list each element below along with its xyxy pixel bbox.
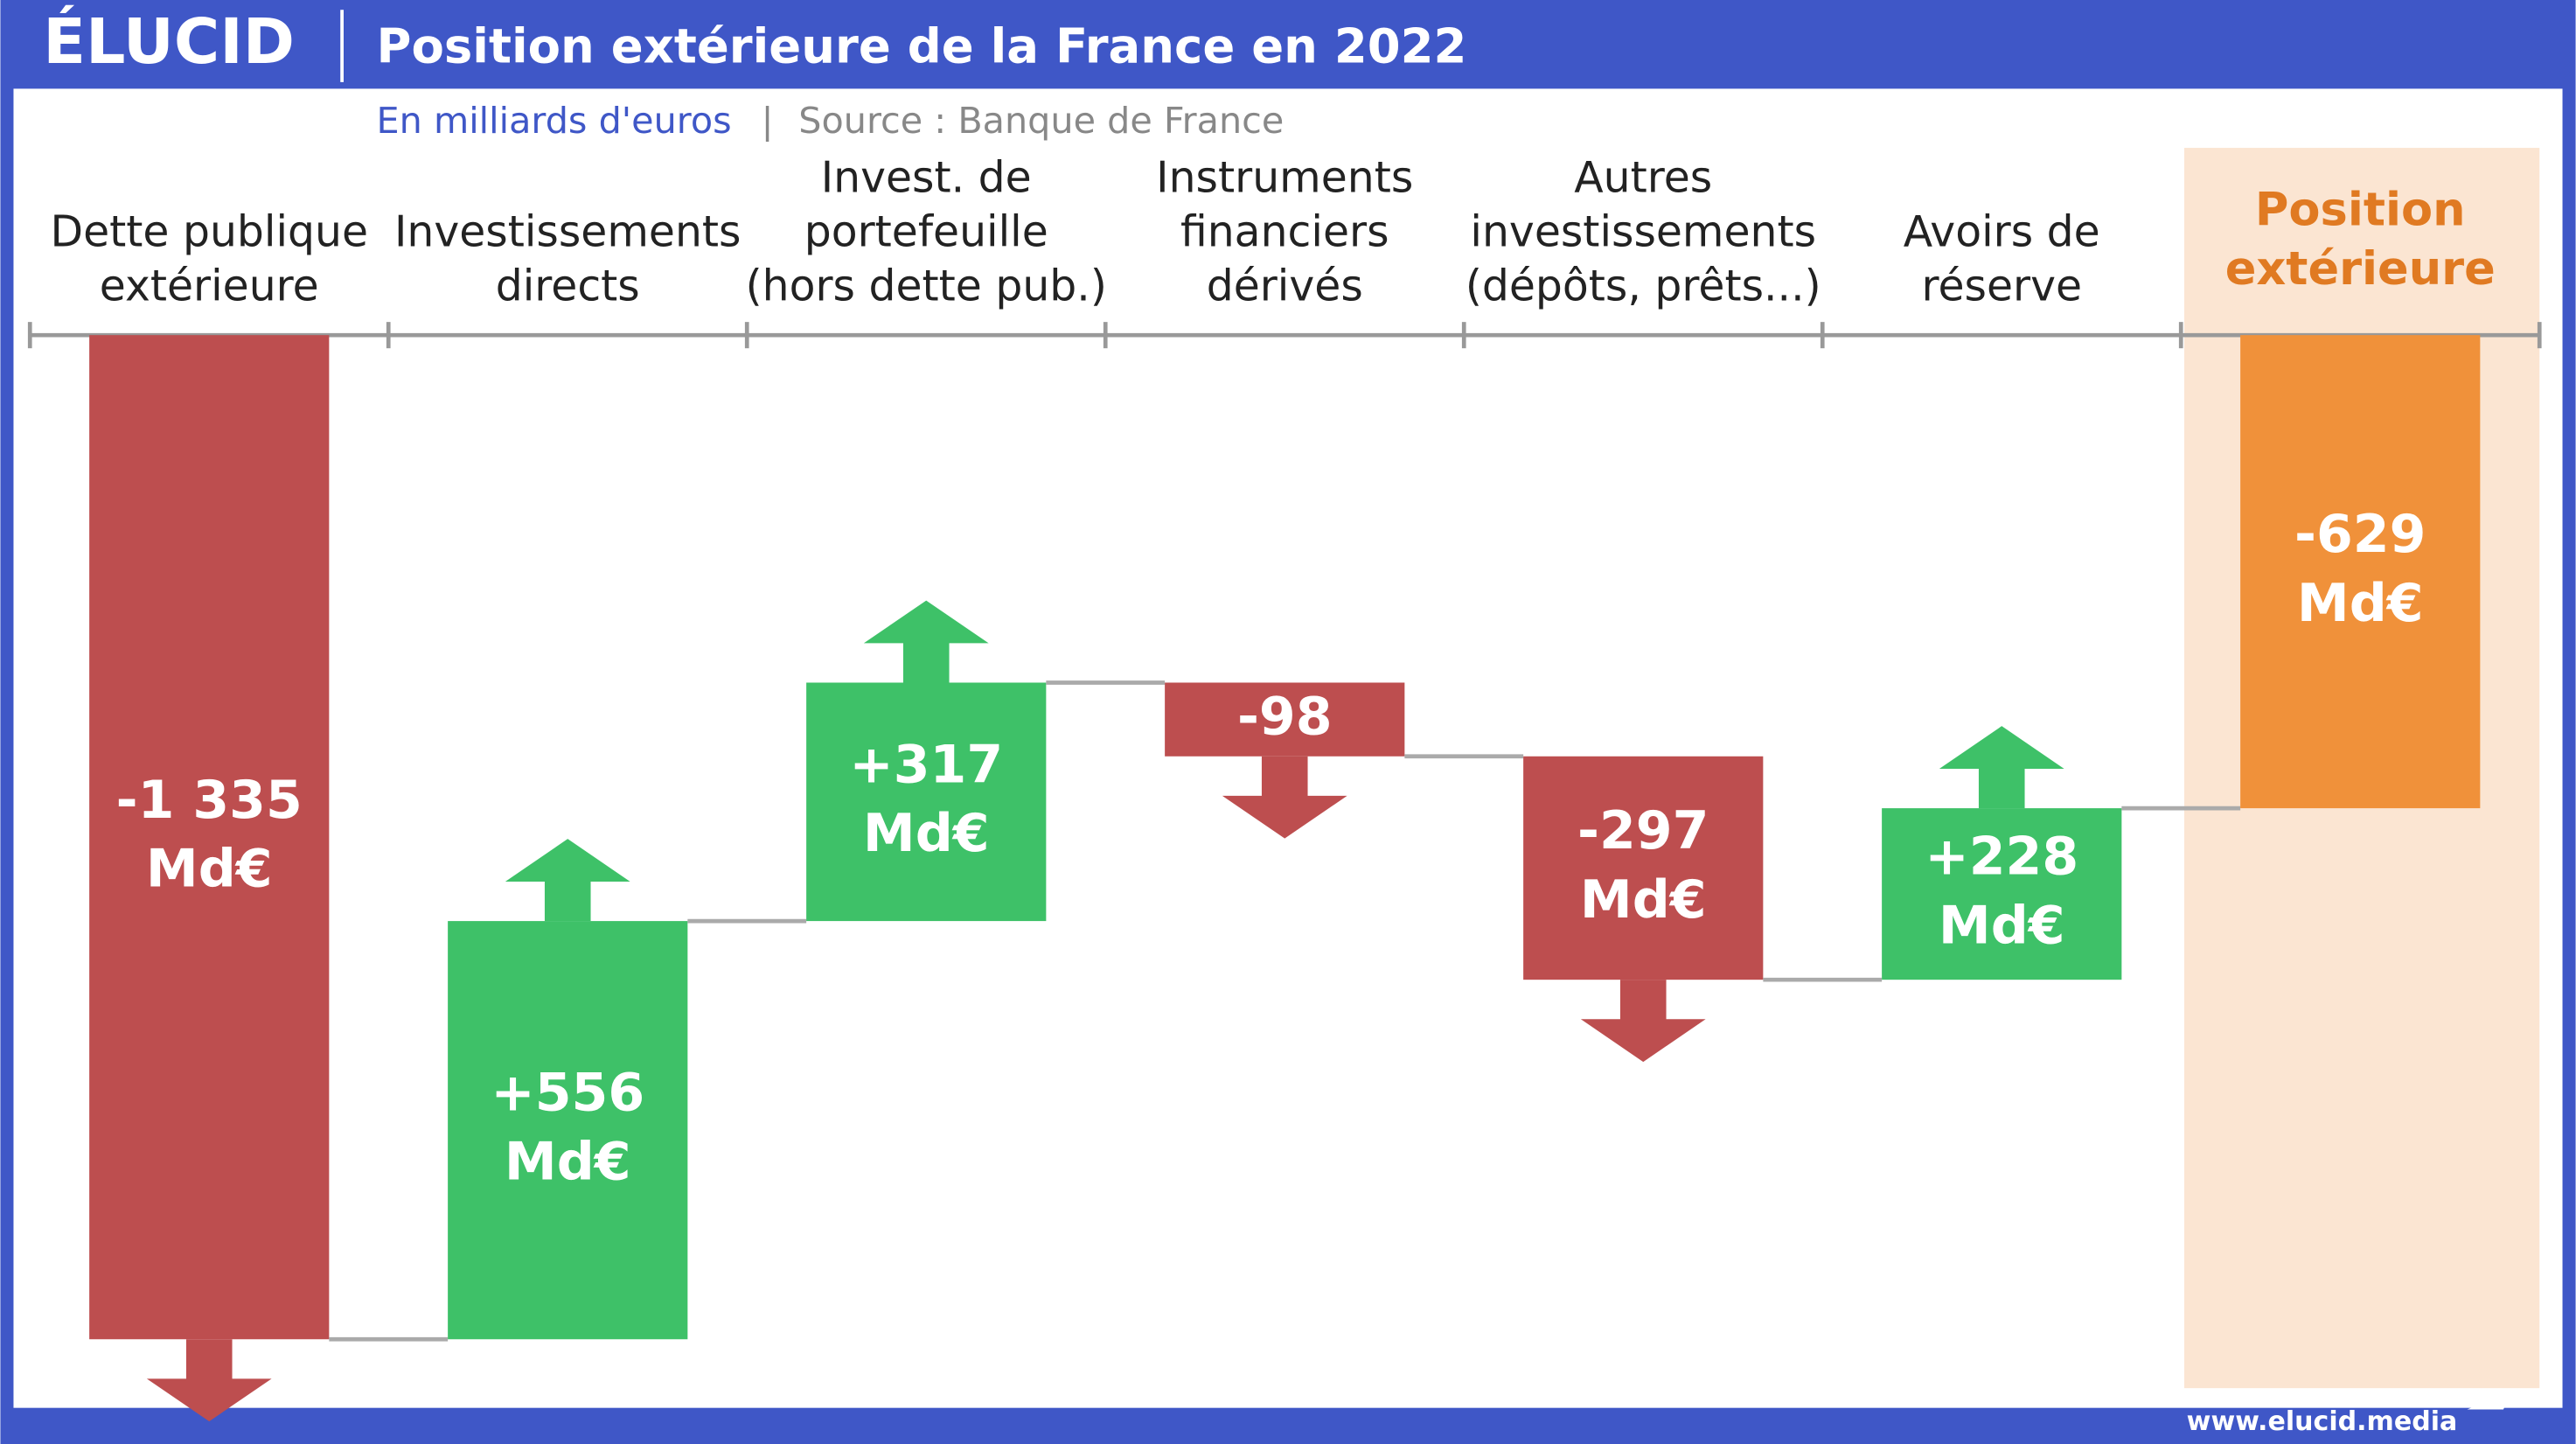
arrow — [505, 839, 630, 922]
text-line: Dette publique — [50, 207, 368, 257]
category-label: Instruments financiers dérivés — [1156, 153, 1413, 311]
chart-title: Position extérieure de la France en 2022 — [377, 17, 1467, 73]
arrow — [1939, 726, 2064, 809]
text-line: Investissements — [394, 207, 741, 257]
text-line: extérieure — [100, 262, 319, 311]
text-line: réserve — [1921, 262, 2082, 311]
text-line: Position — [2255, 183, 2466, 236]
arrow — [1222, 756, 1347, 839]
arrow — [1580, 980, 1706, 1063]
logo: ÉLUCID — [43, 5, 295, 78]
text-line: portefeuille — [804, 207, 1048, 257]
text-line: extérieure — [2225, 242, 2496, 296]
text-line: Instruments — [1156, 153, 1413, 203]
text-line: Md€ — [146, 838, 273, 899]
text-line: Md€ — [505, 1131, 631, 1192]
text-line: +317 — [849, 734, 1003, 795]
category-label: Investissements directs — [394, 207, 741, 311]
source: Source : Banque de France — [798, 100, 1284, 142]
bar — [806, 682, 1047, 922]
bar — [1882, 808, 2122, 980]
category-label: Dette publique extérieure — [50, 207, 368, 311]
text-line: (hors dette pub.) — [746, 262, 1107, 311]
text-line: Md€ — [863, 803, 990, 864]
bar — [448, 921, 688, 1340]
bar — [1165, 682, 1405, 757]
bar — [89, 335, 330, 1340]
text-line: Avoirs de — [1904, 207, 2100, 257]
text-line: Md€ — [1939, 895, 2065, 956]
total-bar — [2240, 335, 2481, 809]
category-label: Autres investissements (dépôts, prêts...) — [1466, 153, 1821, 311]
text-line: -629 — [2294, 504, 2426, 565]
text-line: dérivés — [1207, 262, 1363, 311]
text-line: +228 — [1925, 826, 2078, 887]
value-label: -629 Md€ — [2294, 504, 2426, 634]
category-label: Avoirs de réserve — [1904, 207, 2100, 311]
text-line: directs — [496, 262, 640, 311]
value-label: -98 — [1237, 686, 1333, 747]
text-line: investissements — [1470, 207, 1816, 257]
value-label: +228 Md€ — [1925, 826, 2078, 956]
value-label: -297 Md€ — [1577, 800, 1709, 931]
value-label: -1 335 Md€ — [116, 769, 303, 899]
footer: www.elucid.media — [2187, 1406, 2458, 1437]
value-label: +317 Md€ — [849, 734, 1003, 864]
text-line: Md€ — [2297, 573, 2424, 634]
category-label: Position extérieure — [2225, 183, 2496, 296]
text-line: -297 — [1577, 800, 1709, 862]
text-line: (dépôts, prêts...) — [1466, 262, 1821, 311]
text-line: Md€ — [1580, 869, 1707, 931]
separator: | — [762, 100, 774, 142]
subtitle: En milliards d'euros — [377, 100, 732, 142]
text-line: -98 — [1237, 686, 1333, 747]
bar — [1523, 756, 1764, 980]
category-label: Invest. de portefeuille (hors dette pub.) — [746, 153, 1107, 311]
text-line: financiers — [1180, 207, 1389, 257]
value-label: +556 Md€ — [491, 1062, 644, 1192]
arrow — [146, 1339, 272, 1422]
arrow — [863, 600, 989, 683]
text-line: +556 — [491, 1062, 644, 1123]
text-line: Invest. de — [821, 153, 1032, 203]
text-line: Autres — [1574, 153, 1712, 203]
text-line: -1 335 — [116, 769, 303, 830]
